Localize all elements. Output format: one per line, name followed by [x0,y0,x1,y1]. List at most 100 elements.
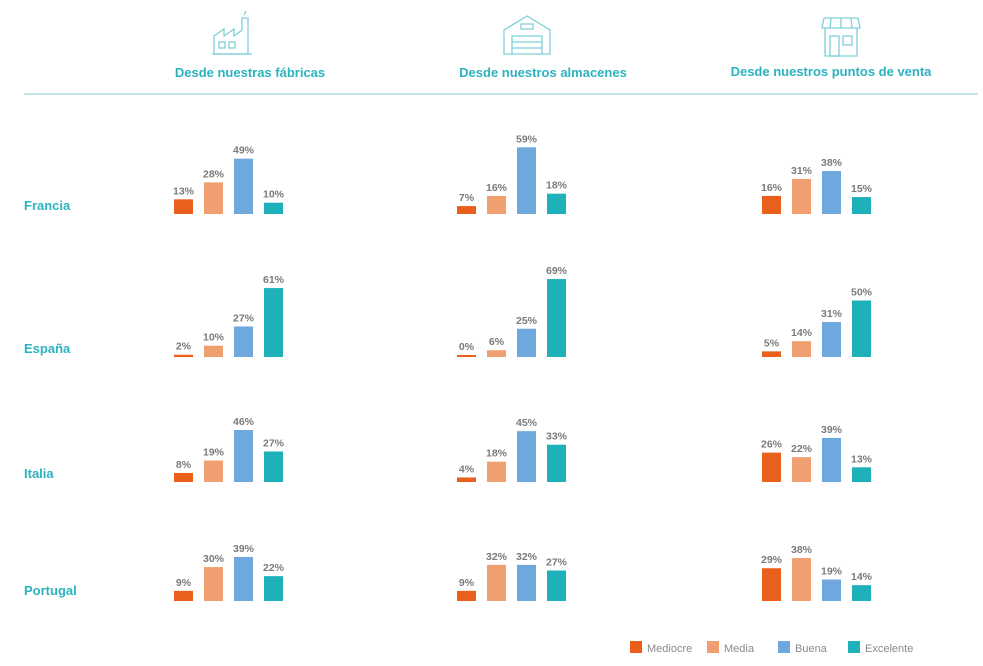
bar-francia-c0-media [204,182,223,214]
row-label-espana: España [24,341,71,356]
bar-italia-c2-mediocre [762,452,781,482]
value-label: 9% [176,577,192,589]
legend-swatch-mediocre [630,641,642,653]
value-label: 46% [233,416,255,428]
bar-francia-c2-media [792,178,811,214]
bar-españa-c2-buena [822,321,841,357]
bar-francia-c1-mediocre [457,206,476,214]
value-label: 14% [851,571,873,583]
store-icon [821,17,861,57]
bar-italia-c2-media [792,457,811,482]
value-label: 28% [203,168,225,180]
value-label: 18% [486,448,508,460]
bar-españa-c0-media [204,345,223,357]
value-label: 26% [761,439,783,451]
value-label: 10% [263,189,285,201]
bar-portugal-c1-media [487,564,506,601]
bar-españa-c1-excelente [547,279,566,357]
value-label: 69% [546,265,568,277]
bar-francia-c2-mediocre [762,195,781,214]
value-label: 16% [486,182,508,194]
value-label: 6% [489,336,505,348]
value-label: 27% [233,312,255,324]
row-label-portugal: Portugal [24,583,77,598]
bar-italia-c0-media [204,460,223,482]
column-title-almacenes: Desde nuestros almacenes [459,65,627,80]
bar-italia-c0-buena [234,430,253,482]
bar-portugal-c0-media [204,567,223,601]
value-label: 22% [791,443,813,455]
legend-label-media: Media [724,643,755,655]
bar-italia-c1-media [487,461,506,482]
legend-swatch-buena [778,641,790,653]
bar-francia-c0-excelente [264,202,283,214]
legend-swatch-media [707,641,719,653]
bar-españa-c1-mediocre [457,355,476,357]
value-label: 32% [486,551,508,563]
bar-francia-c0-buena [234,158,253,214]
bar-italia-c0-mediocre [174,472,193,482]
bar-portugal-c1-mediocre [457,590,476,601]
value-label: 29% [761,554,783,566]
value-label: 59% [516,133,538,145]
value-label: 50% [851,287,873,299]
bar-españa-c0-excelente [264,288,283,357]
bar-italia-c0-excelente [264,451,283,482]
bar-portugal-c2-media [792,558,811,601]
bar-portugal-c2-buena [822,579,841,601]
legend-label-excelente: Excelente [865,643,913,655]
value-label: 49% [233,145,255,157]
bar-italia-c1-mediocre [457,477,476,482]
value-label: 7% [459,192,475,204]
value-label: 16% [761,182,783,194]
bar-españa-c2-excelente [852,300,871,357]
value-label: 4% [459,463,475,475]
value-label: 30% [203,553,225,565]
bar-italia-c1-buena [517,431,536,482]
bar-portugal-c0-excelente [264,576,283,601]
bar-italia-c1-excelente [547,444,566,482]
value-label: 38% [791,544,813,556]
legend-label-buena: Buena [795,643,828,655]
value-label: 32% [516,551,538,563]
bar-españa-c1-buena [517,328,536,357]
value-label: 13% [851,453,873,465]
bar-francia-c1-buena [517,147,536,214]
value-label: 18% [546,180,568,192]
bar-portugal-c0-mediocre [174,590,193,601]
bar-portugal-c1-buena [517,564,536,601]
value-label: 45% [516,417,538,429]
value-label: 25% [516,315,538,327]
bar-portugal-c1-excelente [547,570,566,601]
value-label: 31% [821,308,843,320]
value-label: 2% [176,341,192,353]
value-label: 19% [203,447,225,459]
bar-españa-c2-mediocre [762,351,781,357]
value-label: 33% [546,431,568,443]
value-label: 61% [263,274,285,286]
bar-españa-c1-media [487,350,506,357]
bar-francia-c1-media [487,195,506,214]
bar-francia-c2-excelente [852,197,871,214]
value-label: 0% [459,341,475,353]
bar-francia-c0-mediocre [174,199,193,214]
bar-portugal-c2-excelente [852,585,871,601]
bar-españa-c0-buena [234,326,253,357]
value-label: 22% [263,562,285,574]
bars-layer: 13% 28% 49% 10% 7% 16% 59% 18% 16% 31% 38% 15% 2% 10%… [173,133,873,601]
value-label: 27% [263,437,285,449]
column-title-fabricas: Desde nuestras fábricas [175,65,325,80]
legend-swatch-excelente [848,641,860,653]
legend-label-mediocre: Mediocre [647,643,692,655]
value-label: 15% [851,183,873,195]
value-label: 13% [173,185,195,197]
value-label: 39% [821,424,843,436]
bar-portugal-c2-mediocre [762,568,781,601]
row-label-italia: Italia [24,466,54,481]
value-label: 8% [176,459,192,471]
value-label: 39% [233,543,255,555]
value-label: 19% [821,566,843,578]
value-label: 38% [821,157,843,169]
row-label-francia: Francia [24,198,71,213]
